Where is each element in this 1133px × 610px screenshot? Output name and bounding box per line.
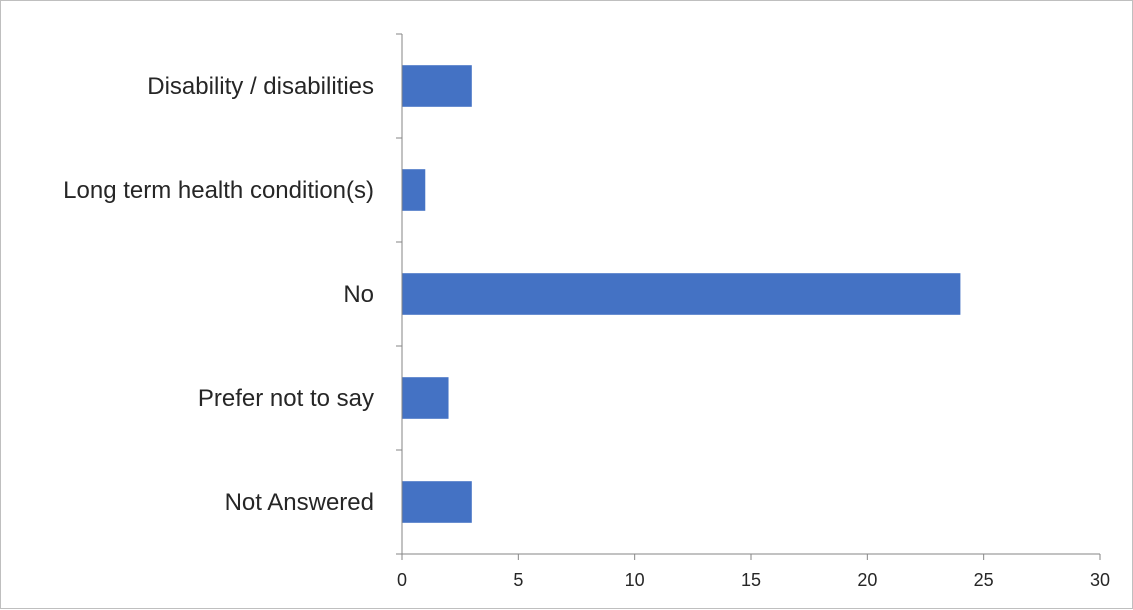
x-tick-label-2: 10 xyxy=(625,570,645,590)
bar-2 xyxy=(402,273,961,315)
bar-3 xyxy=(402,377,449,419)
category-label-1: Long term health condition(s) xyxy=(63,177,374,204)
category-label-2: No xyxy=(343,281,374,308)
bars-layer xyxy=(402,65,961,523)
x-tick-label-1: 5 xyxy=(513,570,523,590)
labels-layer: Disability / disabilities Long term healt… xyxy=(63,73,1110,590)
bar-4 xyxy=(402,481,472,523)
x-tick-label-4: 20 xyxy=(857,570,877,590)
x-tick-label-5: 25 xyxy=(974,570,994,590)
axes-layer xyxy=(396,33,1101,560)
category-label-4: Not Answered xyxy=(225,489,374,516)
x-tick-label-3: 15 xyxy=(741,570,761,590)
category-label-3: Prefer not to say xyxy=(198,385,374,412)
bar-0 xyxy=(402,65,472,107)
x-tick-label-0: 0 xyxy=(397,570,407,590)
x-tick-label-6: 30 xyxy=(1090,570,1110,590)
bar-1 xyxy=(402,169,426,211)
category-label-0: Disability / disabilities xyxy=(147,73,374,100)
